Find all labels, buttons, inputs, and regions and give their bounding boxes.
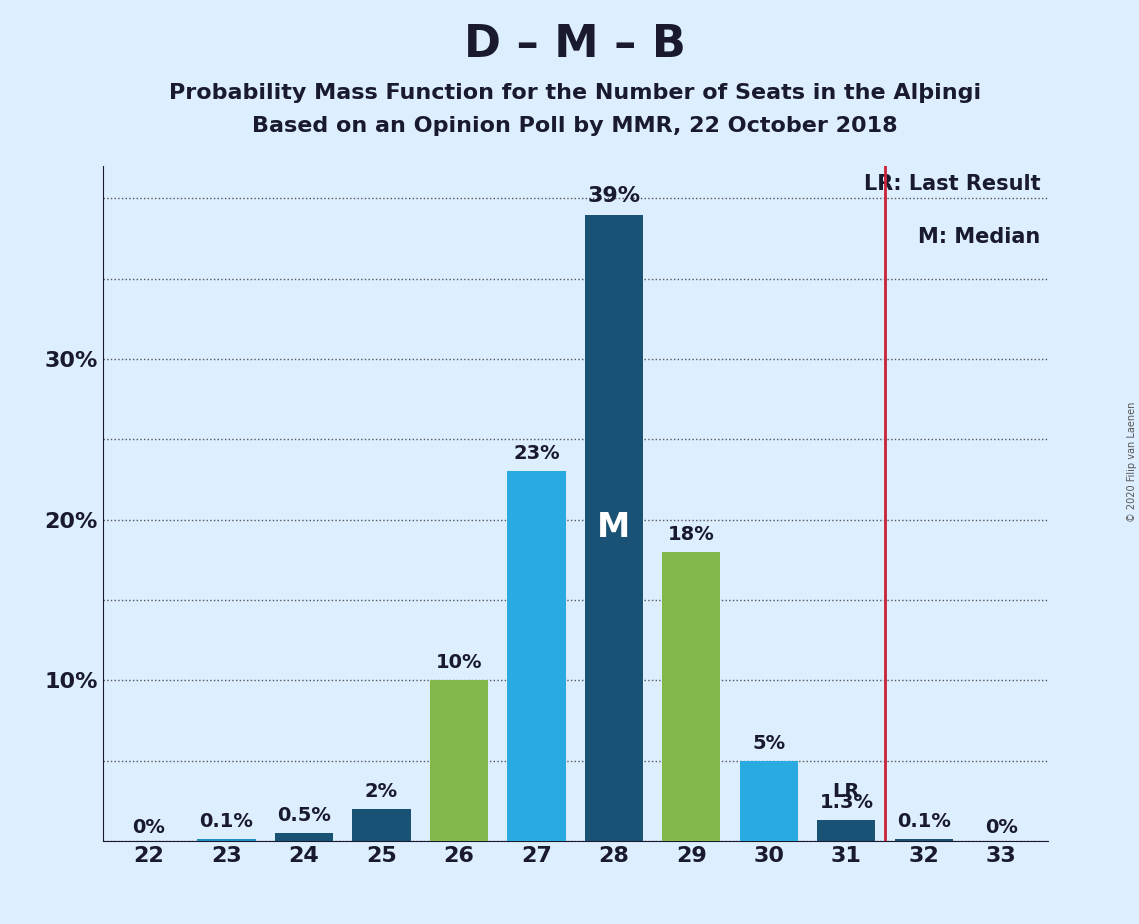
Text: 23%: 23% [514, 444, 559, 464]
Text: 0%: 0% [985, 818, 1018, 837]
Text: 10%: 10% [436, 653, 482, 673]
Text: 0.5%: 0.5% [277, 806, 331, 825]
Text: 39%: 39% [588, 187, 640, 206]
Bar [740, 760, 798, 841]
Text: Based on an Opinion Poll by MMR, 22 October 2018: Based on an Opinion Poll by MMR, 22 Octo… [253, 116, 898, 136]
Bar [895, 839, 953, 841]
Text: LR: LR [833, 782, 860, 801]
Text: D – M – B: D – M – B [465, 23, 686, 67]
Bar [818, 820, 876, 841]
Text: 0.1%: 0.1% [199, 812, 254, 832]
Text: 2%: 2% [364, 782, 398, 801]
Bar [429, 680, 487, 841]
Text: M: M [597, 511, 631, 544]
Bar [197, 839, 255, 841]
Bar [585, 214, 644, 841]
Text: LR: Last Result: LR: Last Result [863, 175, 1040, 194]
Bar [663, 552, 721, 841]
Text: 0%: 0% [132, 818, 165, 837]
Text: 5%: 5% [753, 734, 786, 752]
Text: 0.1%: 0.1% [896, 812, 951, 832]
Text: 18%: 18% [669, 525, 715, 543]
Text: Probability Mass Function for the Number of Seats in the Alþingi: Probability Mass Function for the Number… [169, 83, 982, 103]
Text: 1.3%: 1.3% [819, 793, 874, 812]
Text: M: Median: M: Median [918, 227, 1040, 248]
Bar [274, 833, 333, 841]
Text: © 2020 Filip van Laenen: © 2020 Filip van Laenen [1126, 402, 1137, 522]
Bar [507, 471, 565, 841]
Bar [352, 808, 410, 841]
